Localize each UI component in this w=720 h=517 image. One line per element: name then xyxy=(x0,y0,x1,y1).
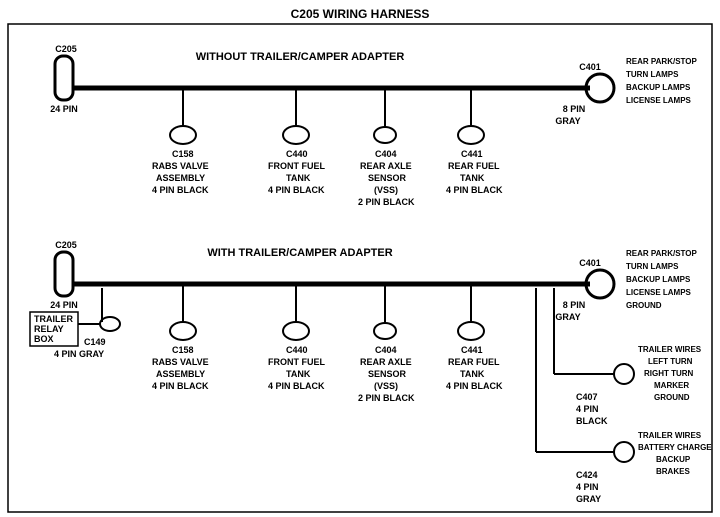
svg-text:GRAY: GRAY xyxy=(555,312,580,322)
svg-text:GROUND: GROUND xyxy=(626,301,662,310)
svg-text:4 PIN BLACK: 4 PIN BLACK xyxy=(446,185,503,195)
svg-text:BLACK: BLACK xyxy=(576,416,608,426)
svg-text:GRAY: GRAY xyxy=(555,116,580,126)
svg-text:BRAKES: BRAKES xyxy=(656,467,690,476)
svg-text:RIGHT TURN: RIGHT TURN xyxy=(644,369,694,378)
svg-text:4 PIN BLACK: 4 PIN BLACK xyxy=(268,185,325,195)
svg-text:REAR AXLE: REAR AXLE xyxy=(360,161,412,171)
svg-text:C424: C424 xyxy=(576,470,598,480)
svg-text:SENSOR: SENSOR xyxy=(368,369,407,379)
svg-text:TANK: TANK xyxy=(286,369,311,379)
svg-text:C205 WIRING HARNESS: C205 WIRING HARNESS xyxy=(291,7,430,21)
svg-text:TANK: TANK xyxy=(286,173,311,183)
svg-text:BATTERY CHARGE: BATTERY CHARGE xyxy=(638,443,712,452)
svg-text:FRONT FUEL: FRONT FUEL xyxy=(268,161,325,171)
svg-text:ASSEMBLY: ASSEMBLY xyxy=(156,369,205,379)
svg-text:C401: C401 xyxy=(579,258,601,268)
svg-text:C407: C407 xyxy=(576,392,598,402)
svg-text:4 PIN: 4 PIN xyxy=(576,482,599,492)
svg-text:24 PIN: 24 PIN xyxy=(50,104,78,114)
svg-text:4 PIN BLACK: 4 PIN BLACK xyxy=(152,185,209,195)
wiring-diagram: C205 WIRING HARNESS WITHOUT TRAILER/CAMPE… xyxy=(0,0,720,517)
svg-text:REAR FUEL: REAR FUEL xyxy=(448,357,500,367)
svg-text:SENSOR: SENSOR xyxy=(368,173,407,183)
svg-text:C158: C158 xyxy=(172,149,194,159)
svg-text:C404: C404 xyxy=(375,345,397,355)
svg-text:C404: C404 xyxy=(375,149,397,159)
svg-text:4 PIN: 4 PIN xyxy=(576,404,599,414)
svg-text:8 PIN: 8 PIN xyxy=(563,300,586,310)
svg-text:ASSEMBLY: ASSEMBLY xyxy=(156,173,205,183)
svg-text:C441: C441 xyxy=(461,149,483,159)
svg-text:WITHOUT TRAILER/CAMPER ADAPT: WITHOUT TRAILER/CAMPER ADAPTER xyxy=(196,51,405,63)
svg-text:WITH TRAILER/CAMPER ADAPTER: WITH TRAILER/CAMPER ADAPTER xyxy=(207,247,392,259)
svg-text:4 PIN BLACK: 4 PIN BLACK xyxy=(268,381,325,391)
svg-text:MARKER: MARKER xyxy=(654,381,689,390)
svg-text:TANK: TANK xyxy=(460,173,485,183)
svg-text:TRAILER WIRES: TRAILER WIRES xyxy=(638,431,702,440)
svg-text:C158: C158 xyxy=(172,345,194,355)
svg-text:BOX: BOX xyxy=(34,334,54,344)
svg-text:4 PIN BLACK: 4 PIN BLACK xyxy=(446,381,503,391)
svg-text:TURN LAMPS: TURN LAMPS xyxy=(626,70,679,79)
svg-text:RABS VALVE: RABS VALVE xyxy=(152,357,209,367)
svg-text:2 PIN BLACK: 2 PIN BLACK xyxy=(358,393,415,403)
svg-text:2 PIN BLACK: 2 PIN BLACK xyxy=(358,197,415,207)
svg-text:RABS VALVE: RABS VALVE xyxy=(152,161,209,171)
svg-text:(VSS): (VSS) xyxy=(374,381,398,391)
svg-text:4 PIN BLACK: 4 PIN BLACK xyxy=(152,381,209,391)
svg-text:C440: C440 xyxy=(286,149,308,159)
svg-text:REAR PARK/STOP: REAR PARK/STOP xyxy=(626,249,697,258)
svg-text:TURN LAMPS: TURN LAMPS xyxy=(626,262,679,271)
svg-text:GRAY: GRAY xyxy=(576,494,601,504)
svg-text:REAR AXLE: REAR AXLE xyxy=(360,357,412,367)
svg-text:C440: C440 xyxy=(286,345,308,355)
svg-text:LICENSE LAMPS: LICENSE LAMPS xyxy=(626,96,692,105)
svg-text:LICENSE LAMPS: LICENSE LAMPS xyxy=(626,288,692,297)
svg-text:LEFT TURN: LEFT TURN xyxy=(648,357,693,366)
svg-text:BACKUP LAMPS: BACKUP LAMPS xyxy=(626,83,691,92)
svg-text:(VSS): (VSS) xyxy=(374,185,398,195)
svg-text:24 PIN: 24 PIN xyxy=(50,300,78,310)
svg-text:TRAILER: TRAILER xyxy=(34,314,73,324)
svg-text:TANK: TANK xyxy=(460,369,485,379)
svg-text:RELAY: RELAY xyxy=(34,324,64,334)
svg-text:C149: C149 xyxy=(84,337,106,347)
svg-text:GROUND: GROUND xyxy=(654,393,690,402)
svg-text:C205: C205 xyxy=(55,44,77,54)
svg-text:8 PIN: 8 PIN xyxy=(563,104,586,114)
svg-text:C401: C401 xyxy=(579,62,601,72)
svg-text:4 PIN GRAY: 4 PIN GRAY xyxy=(54,349,104,359)
svg-text:TRAILER WIRES: TRAILER WIRES xyxy=(638,345,702,354)
svg-text:REAR PARK/STOP: REAR PARK/STOP xyxy=(626,57,697,66)
svg-text:REAR FUEL: REAR FUEL xyxy=(448,161,500,171)
svg-text:FRONT FUEL: FRONT FUEL xyxy=(268,357,325,367)
svg-text:BACKUP LAMPS: BACKUP LAMPS xyxy=(626,275,691,284)
svg-text:C441: C441 xyxy=(461,345,483,355)
svg-text:BACKUP: BACKUP xyxy=(656,455,691,464)
svg-text:C205: C205 xyxy=(55,240,77,250)
